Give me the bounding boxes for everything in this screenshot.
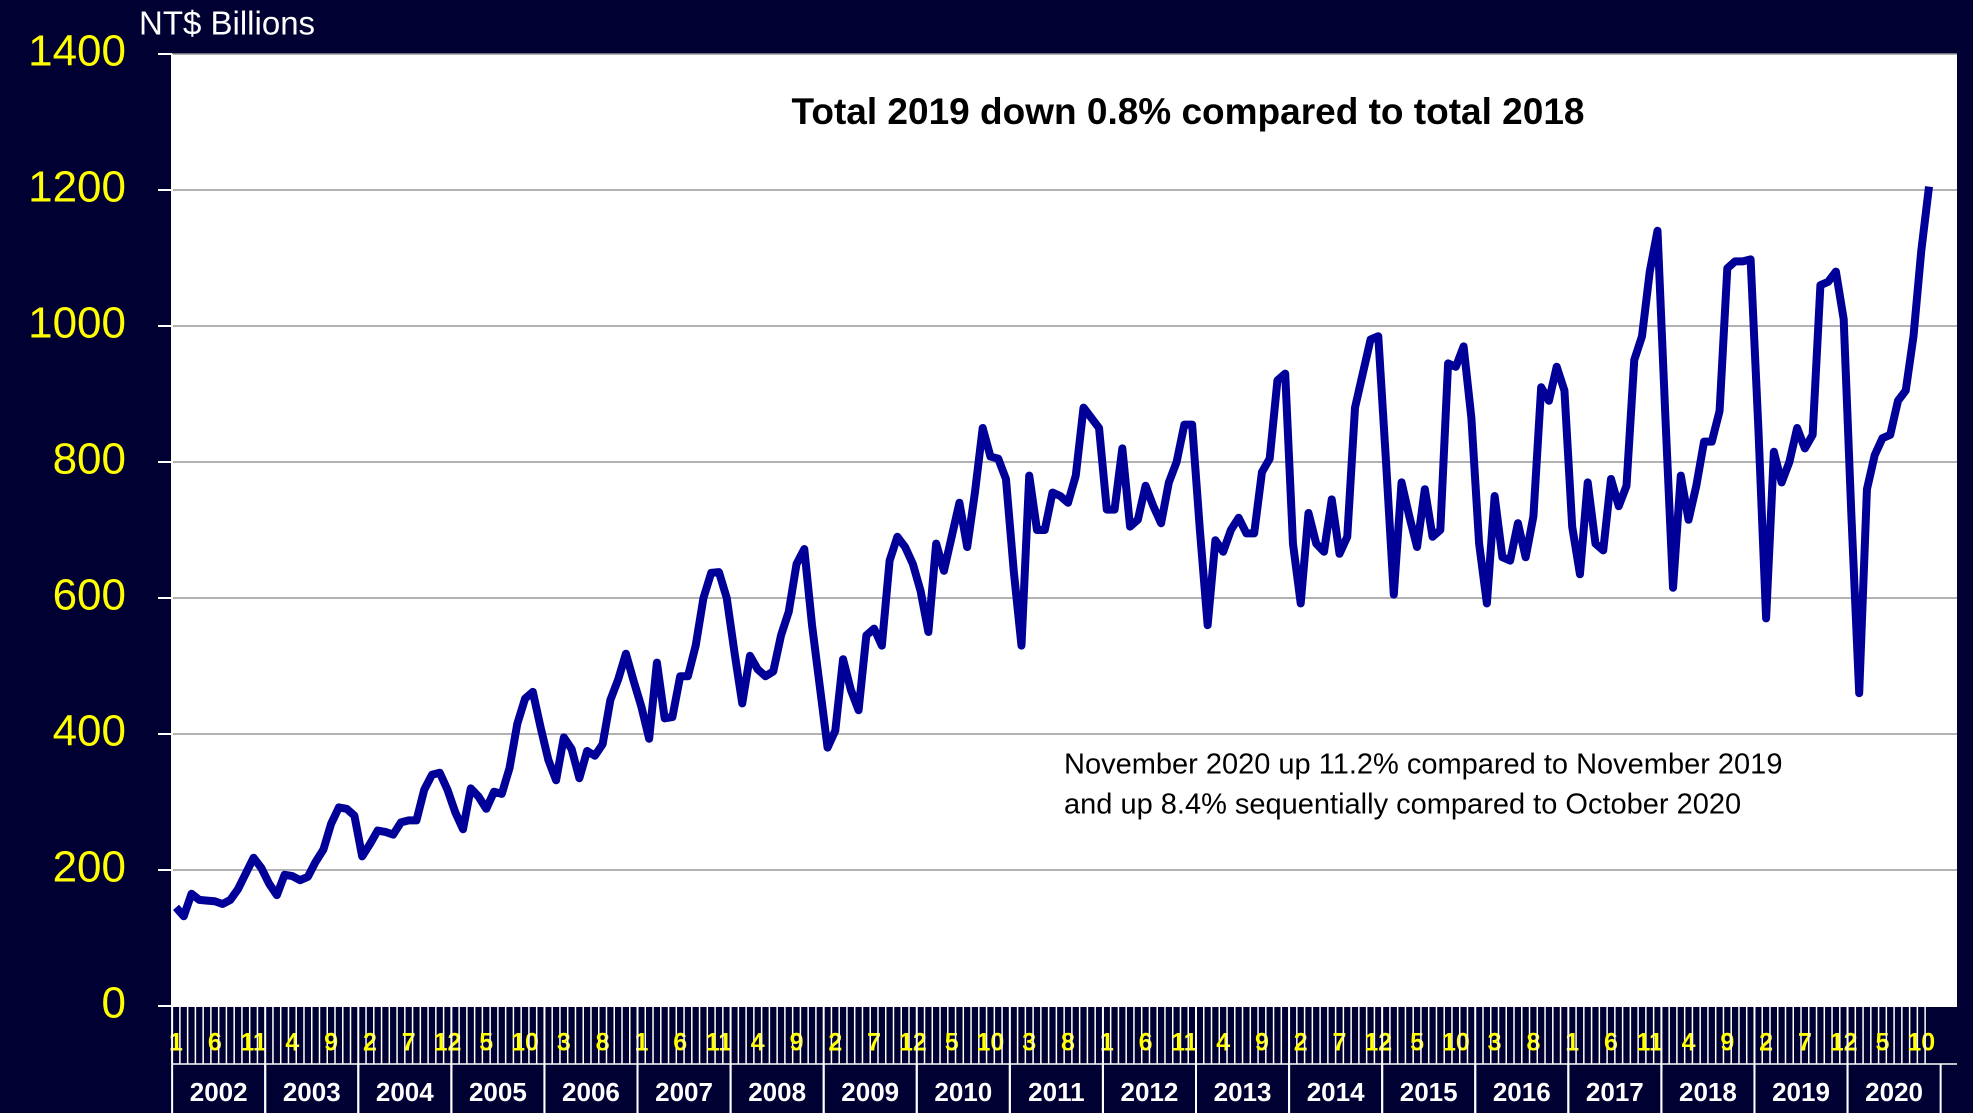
y-axis-label: NT$ Billions: [139, 5, 315, 42]
annotation-line: November 2020 up 11.2% compared to Novem…: [1064, 749, 1782, 781]
x-tick-label: 3: [557, 1029, 571, 1057]
x-tick-label: 7: [867, 1029, 881, 1057]
year-label: 2019: [1772, 1077, 1830, 1107]
x-tick-label: 7: [1798, 1029, 1812, 1057]
x-tick-label: 6: [208, 1029, 222, 1057]
year-label: 2014: [1307, 1077, 1365, 1107]
x-tick-label: 3: [1022, 1029, 1036, 1057]
x-tick-label: 5: [479, 1029, 493, 1057]
x-tick-label: 5: [1410, 1029, 1424, 1057]
x-tick-label: 10: [977, 1029, 1005, 1057]
year-label: 2003: [283, 1077, 341, 1107]
x-tick-label: 10: [1907, 1029, 1935, 1057]
annotation-line: and up 8.4% sequentially compared to Oct…: [1064, 789, 1741, 821]
x-tick-label: 9: [1720, 1029, 1734, 1057]
annotation: November 2020 up 11.2% compared to Novem…: [1064, 749, 1782, 821]
x-tick-label: 12: [899, 1029, 927, 1057]
chart-title: Total 2019 down 0.8% compared to total 2…: [792, 91, 1585, 132]
x-tick-label: 6: [1139, 1029, 1153, 1057]
x-tick-label: 11: [706, 1029, 733, 1057]
x-tick-label: 2: [828, 1029, 842, 1057]
x-tick-label: 11: [1171, 1029, 1198, 1057]
year-label: 2010: [934, 1077, 992, 1107]
plot-area: [172, 54, 1957, 1006]
year-label: 2002: [190, 1077, 248, 1107]
x-tick-label: 11: [240, 1029, 267, 1057]
y-tick-label: 1200: [28, 163, 126, 212]
x-tick-label: 8: [1526, 1029, 1540, 1057]
x-tick-label: 9: [1255, 1029, 1269, 1057]
y-tick-label: 400: [53, 707, 126, 756]
x-tick-label: 6: [1604, 1029, 1618, 1057]
x-tick-label: 5: [945, 1029, 959, 1057]
year-label: 2008: [748, 1077, 806, 1107]
year-label: 2016: [1493, 1077, 1551, 1107]
year-label: 2017: [1586, 1077, 1644, 1107]
y-tick-label: 1000: [28, 299, 126, 348]
x-tick-label: 12: [1830, 1029, 1858, 1057]
year-label: 2013: [1214, 1077, 1272, 1107]
year-label: 2015: [1400, 1077, 1458, 1107]
year-label: 2012: [1121, 1077, 1179, 1107]
x-tick-label: 8: [596, 1029, 610, 1057]
x-tick-label: 10: [1442, 1029, 1470, 1057]
x-tick-label: 4: [1216, 1029, 1230, 1057]
x-tick-label: 9: [324, 1029, 338, 1057]
year-label: 2018: [1679, 1077, 1737, 1107]
y-tick-label: 800: [53, 435, 126, 484]
x-tick-label: 7: [402, 1029, 416, 1057]
year-label: 2004: [376, 1077, 434, 1107]
x-tick-label: 10: [511, 1029, 539, 1057]
x-tick-label: 4: [751, 1029, 765, 1057]
x-tick-label: 5: [1876, 1029, 1890, 1057]
y-tick-label: 0: [102, 979, 126, 1028]
year-label: 2020: [1865, 1077, 1923, 1107]
x-tick-label: 8: [1061, 1029, 1075, 1057]
y-tick-label: 600: [53, 571, 126, 620]
x-tick-label: 3: [1488, 1029, 1502, 1057]
year-label: 2007: [655, 1077, 713, 1107]
x-tick-label: 4: [285, 1029, 299, 1057]
year-label: 2005: [469, 1077, 527, 1107]
data-line: [172, 186, 1933, 921]
year-label: 2006: [562, 1077, 620, 1107]
year-label: 2009: [841, 1077, 899, 1107]
y-tick-label: 200: [53, 843, 126, 892]
x-tick-label: 12: [434, 1029, 462, 1057]
x-tick-label: 9: [790, 1029, 804, 1057]
x-tick-label: 2: [363, 1029, 377, 1057]
x-tick-label: 2: [1294, 1029, 1308, 1057]
x-tick-label: 2: [1759, 1029, 1773, 1057]
x-tick-label: 11: [1637, 1029, 1664, 1057]
x-tick-label: 7: [1333, 1029, 1347, 1057]
year-label: 2011: [1028, 1077, 1084, 1107]
x-tick-label: 12: [1364, 1029, 1392, 1057]
y-tick-label: 1400: [28, 27, 126, 76]
x-tick-label: 6: [673, 1029, 687, 1057]
x-tick-label: 4: [1682, 1029, 1696, 1057]
